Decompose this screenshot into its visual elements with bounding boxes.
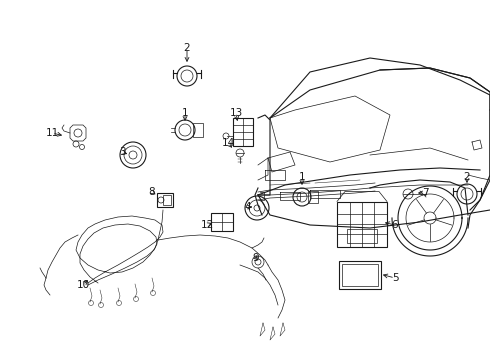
Text: 5: 5 (392, 273, 398, 283)
Bar (211, 213, 233, 231)
Bar (233, 118, 253, 146)
Text: 9: 9 (253, 253, 259, 263)
Text: 2: 2 (464, 172, 470, 182)
Text: 11: 11 (46, 128, 59, 138)
Text: 10: 10 (76, 280, 90, 290)
Bar (308, 191, 318, 203)
Bar (193, 123, 203, 137)
Bar (163, 195, 171, 205)
Text: 7: 7 (422, 188, 428, 198)
Bar (339, 261, 381, 289)
Bar (347, 229, 377, 243)
Text: 3: 3 (119, 147, 125, 157)
Text: 14: 14 (221, 138, 235, 148)
Bar (337, 202, 387, 247)
Text: 13: 13 (229, 108, 243, 118)
Text: 1: 1 (182, 108, 188, 118)
Bar (157, 193, 173, 207)
Text: 1: 1 (299, 172, 305, 182)
Text: 8: 8 (148, 187, 155, 197)
Text: 2: 2 (184, 43, 190, 53)
Bar (342, 264, 378, 286)
Text: 6: 6 (392, 220, 398, 230)
Text: 4: 4 (245, 202, 251, 212)
Text: 12: 12 (200, 220, 214, 230)
